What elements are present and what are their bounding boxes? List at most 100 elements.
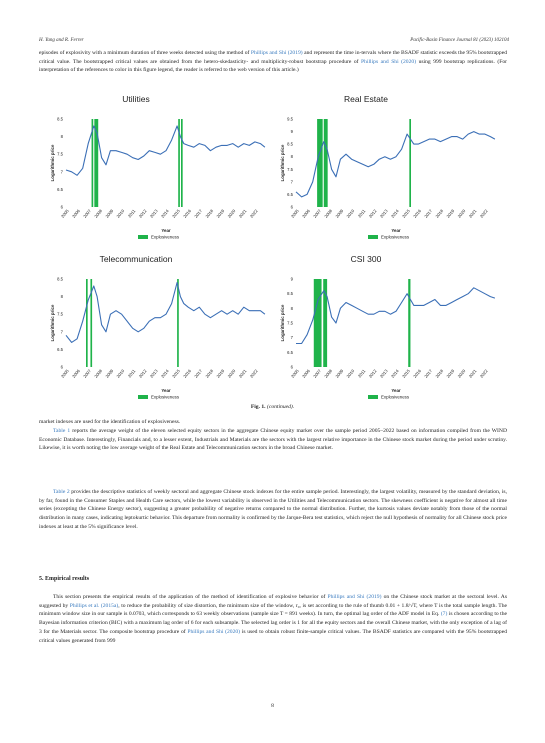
y-tick-label: 6 xyxy=(291,205,294,210)
price-series-line xyxy=(296,287,496,345)
x-tick-label: 2015 xyxy=(171,208,181,219)
x-tick-label: 2016 xyxy=(182,368,192,379)
chart-telecommunication-svg: Telecommunication 6 6.5 7 7.5 8 8.5 Logarithmic… xyxy=(50,254,266,400)
body-paragraph-2-text: reports the average weight of the eleven… xyxy=(39,428,507,452)
x-tick-label: 2020 xyxy=(227,368,237,379)
body-paragraph-1-text: market indexes are used for the identifi… xyxy=(39,419,181,425)
x-tick-label: 2006 xyxy=(301,368,311,379)
y-tick-label: 8.5 xyxy=(57,117,63,122)
chart-title: CSI 300 xyxy=(351,254,382,264)
x-tick-label: 2012 xyxy=(138,208,148,219)
body-paragraph-4-text-a: This section presents the empirical resu… xyxy=(53,594,328,600)
figure-note-text-2: and represent the time in-tervals where … xyxy=(39,50,507,65)
figure-note-text-3: using 999 bootstrap replications. (For i… xyxy=(39,58,508,74)
body-paragraph-3-text: provides the descriptive statistics of w… xyxy=(39,489,507,530)
y-tick-label: 9 xyxy=(291,277,294,282)
legend-swatch xyxy=(138,395,148,399)
citation-link-phillips-shi-2019[interactable]: Phillips and Shi (2019) xyxy=(250,50,303,56)
y-tick-label: 7 xyxy=(61,169,64,174)
x-tick-label: 2009 xyxy=(334,208,344,219)
y-axis-label: Logarithmic price xyxy=(280,304,285,341)
x-tick-label: 2017 xyxy=(423,368,433,379)
table-2-link[interactable]: Table 2 xyxy=(53,489,70,495)
y-tick-label: 8 xyxy=(61,134,64,139)
citation-link-phillips-shi-2020[interactable]: Phillips and Shi (2020) xyxy=(361,58,417,65)
x-tick-label: 2022 xyxy=(249,208,259,219)
x-tick-label: 2017 xyxy=(193,208,203,219)
explosive-period-bar xyxy=(408,279,411,367)
x-axis-label: Year xyxy=(161,388,171,393)
y-tick-label: 9 xyxy=(291,129,294,134)
chart-utilities: Utilities 6 6.5 7 7.5 8 8.5 Logarithmic price 20… xyxy=(48,92,278,247)
y-tick-label: 8.5 xyxy=(287,142,293,147)
chart-csi-300-svg: CSI 300 6 6.5 7 7.5 8 8.5 9 Logarithmic price 200… xyxy=(280,254,496,400)
x-tick-label: 2020 xyxy=(227,208,237,219)
x-tick-label: 2020 xyxy=(457,208,467,219)
y-tick-label: 8.5 xyxy=(57,277,63,282)
chart-telecommunication: Telecommunication 6 6.5 7 7.5 8 8.5 Logarithmic… xyxy=(48,252,278,407)
x-tick-label: 2021 xyxy=(468,208,478,219)
x-tick-label: 2018 xyxy=(434,368,444,379)
x-tick-label: 2006 xyxy=(71,368,81,379)
x-tick-label: 2007 xyxy=(82,208,92,219)
x-tick-label: 2014 xyxy=(390,368,400,379)
y-axis-label: Logarithmic price xyxy=(280,144,285,181)
legend-swatch xyxy=(138,235,148,239)
y-tick-label: 7.5 xyxy=(57,152,63,157)
x-tick-label: 2014 xyxy=(160,208,170,219)
citation-link-phillips-shi-2019-b[interactable]: Phillips and Shi (2019) xyxy=(327,594,382,600)
price-series-line xyxy=(65,281,266,343)
y-axis-label: Logarithmic price xyxy=(50,304,55,341)
x-tick-label: 2011 xyxy=(357,368,367,379)
x-tick-label: 2005 xyxy=(290,368,300,379)
figure-caption: Fig. 1. (continued). xyxy=(0,404,545,410)
x-tick-label: 2008 xyxy=(323,368,333,379)
x-tick-label: 2020 xyxy=(457,368,467,379)
x-tick-label: 2010 xyxy=(115,208,125,219)
citation-link-phillips-2015a[interactable]: Phillips et al. (2015a) xyxy=(69,602,119,609)
price-series-line xyxy=(65,125,266,176)
y-tick-label: 6.5 xyxy=(57,347,63,352)
body-paragraph-1: market indexes are used for the identifi… xyxy=(39,418,507,427)
x-axis-label: Year xyxy=(161,228,171,233)
chart-utilities-svg: Utilities 6 6.5 7 7.5 8 8.5 Logarithmic price 20… xyxy=(50,94,266,240)
x-tick-label: 2013 xyxy=(149,208,159,219)
x-tick-label: 2011 xyxy=(127,368,137,379)
x-tick-label: 2019 xyxy=(445,368,455,379)
equation-7-link[interactable]: (7) xyxy=(440,611,448,618)
x-tick-label: 2008 xyxy=(93,208,103,219)
y-tick-label: 7 xyxy=(61,329,64,334)
x-tick-label: 2009 xyxy=(334,368,344,379)
figure-note-paragraph: episodes of explosivity with a minimum d… xyxy=(39,49,507,75)
x-tick-label: 2013 xyxy=(379,368,389,379)
chart-real-estate-svg: Real Estate 6 6.5 7 7.5 8 8.5 9 9.5 Logarithmic p… xyxy=(280,94,496,240)
x-tick-label: 2016 xyxy=(412,208,422,219)
x-tick-label: 2012 xyxy=(368,368,378,379)
x-tick-label: 2005 xyxy=(60,208,70,219)
x-tick-label: 2018 xyxy=(204,208,214,219)
x-tick-label: 2007 xyxy=(82,368,92,379)
body-paragraph-4-text-e: is used to obtain robust finite-sample c… xyxy=(39,628,508,644)
chart-title: Telecommunication xyxy=(100,254,173,264)
chart-csi-300: CSI 300 6 6.5 7 7.5 8 8.5 9 Logarithmic price 200… xyxy=(278,252,508,407)
explosive-period-bar xyxy=(86,279,88,367)
citation-link-phillips-shi-2020-b[interactable]: Phillips and Shi (2020) xyxy=(187,628,241,635)
x-tick-label: 2012 xyxy=(138,368,148,379)
legend-swatch xyxy=(368,235,378,239)
y-tick-label: 6.5 xyxy=(287,350,293,355)
x-axis-label: Year xyxy=(391,388,401,393)
figure-caption-text: (continued). xyxy=(266,404,295,410)
body-paragraph-4-text-c: , to reduce the probability of size dist… xyxy=(39,602,507,618)
y-tick-label: 7.5 xyxy=(287,167,293,172)
page-number: 8 xyxy=(271,703,274,709)
y-tick-label: 7 xyxy=(291,179,294,184)
table-1-link[interactable]: Table 1 xyxy=(53,428,71,434)
x-tick-label: 2019 xyxy=(445,208,455,219)
y-tick-label: 8.5 xyxy=(287,291,293,296)
x-tick-label: 2022 xyxy=(479,368,489,379)
y-tick-label: 8 xyxy=(61,294,64,299)
explosive-period-bar xyxy=(313,279,322,367)
x-tick-label: 2008 xyxy=(93,368,103,379)
legend-label: Explosiveness xyxy=(151,395,180,400)
x-tick-label: 2022 xyxy=(479,208,489,219)
